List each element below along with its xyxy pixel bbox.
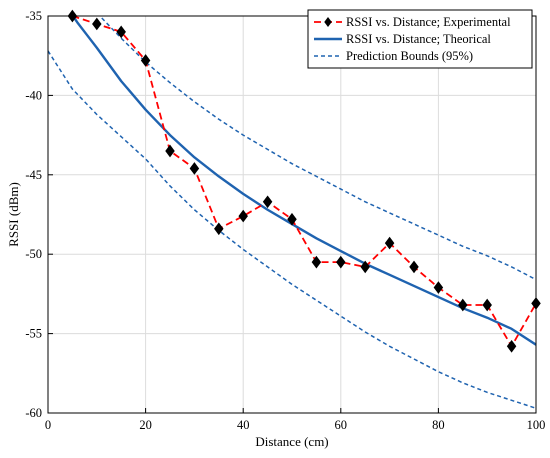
data-point-marker: [189, 162, 200, 175]
y-tick-label: -60: [25, 406, 42, 420]
data-point-marker: [336, 255, 346, 269]
legend-label-0: RSSI vs. Distance; Experimental: [346, 15, 511, 29]
data-point-marker: [458, 298, 468, 312]
x-tick-label: 40: [237, 418, 250, 432]
data-point-marker: [531, 297, 541, 310]
x-tick-label: 0: [45, 418, 51, 432]
data-point-marker: [409, 260, 419, 274]
y-tick-label: -35: [25, 9, 42, 23]
data-point-marker: [506, 339, 517, 353]
x-tick-label: 100: [527, 418, 546, 432]
legend-marker: [324, 17, 332, 27]
x-tick-label: 20: [139, 418, 152, 432]
legend-label-1: RSSI vs. Distance; Theorical: [346, 32, 491, 46]
data-point-marker: [238, 209, 248, 223]
legend-label-2: Prediction Bounds (95%): [346, 49, 473, 63]
experimental-markers: [67, 9, 541, 353]
y-tick-label: -55: [25, 327, 42, 341]
y-axis-label: RSSI (dBm): [6, 182, 21, 247]
series-line-0: [72, 16, 536, 348]
x-tick-label: 60: [335, 418, 348, 432]
data-point-marker: [214, 222, 224, 236]
y-tick-label: -40: [25, 88, 42, 102]
legend-box: [307, 9, 533, 69]
series-line-2: [98, 16, 536, 281]
series-line-1: [71, 16, 536, 346]
plot-frame: [47, 15, 537, 414]
data-point-marker: [311, 255, 322, 269]
axis-ticks: 0 20 40 60 80 100 -35 -40 -45 -50 -55 -60: [25, 9, 545, 432]
y-tick-label: -45: [25, 168, 42, 182]
data-point-marker: [67, 9, 78, 23]
plot-series: [48, 16, 536, 409]
data-point-marker: [92, 17, 102, 31]
data-point-marker: [287, 212, 297, 226]
x-axis-label: Distance (cm): [255, 434, 328, 449]
data-point-marker: [384, 236, 395, 250]
data-point-marker: [262, 195, 273, 209]
x-tick-label: 80: [432, 418, 445, 432]
legend: RSSI vs. Distance; Experimental RSSI vs. …: [307, 9, 533, 69]
data-point-marker: [433, 281, 444, 294]
data-point-marker: [482, 298, 492, 312]
y-tick-label: -50: [25, 247, 42, 261]
data-point-marker: [360, 260, 370, 274]
series-line-3: [48, 50, 536, 409]
data-point-marker: [116, 25, 126, 39]
data-point-marker: [140, 54, 151, 67]
data-point-marker: [165, 144, 175, 158]
